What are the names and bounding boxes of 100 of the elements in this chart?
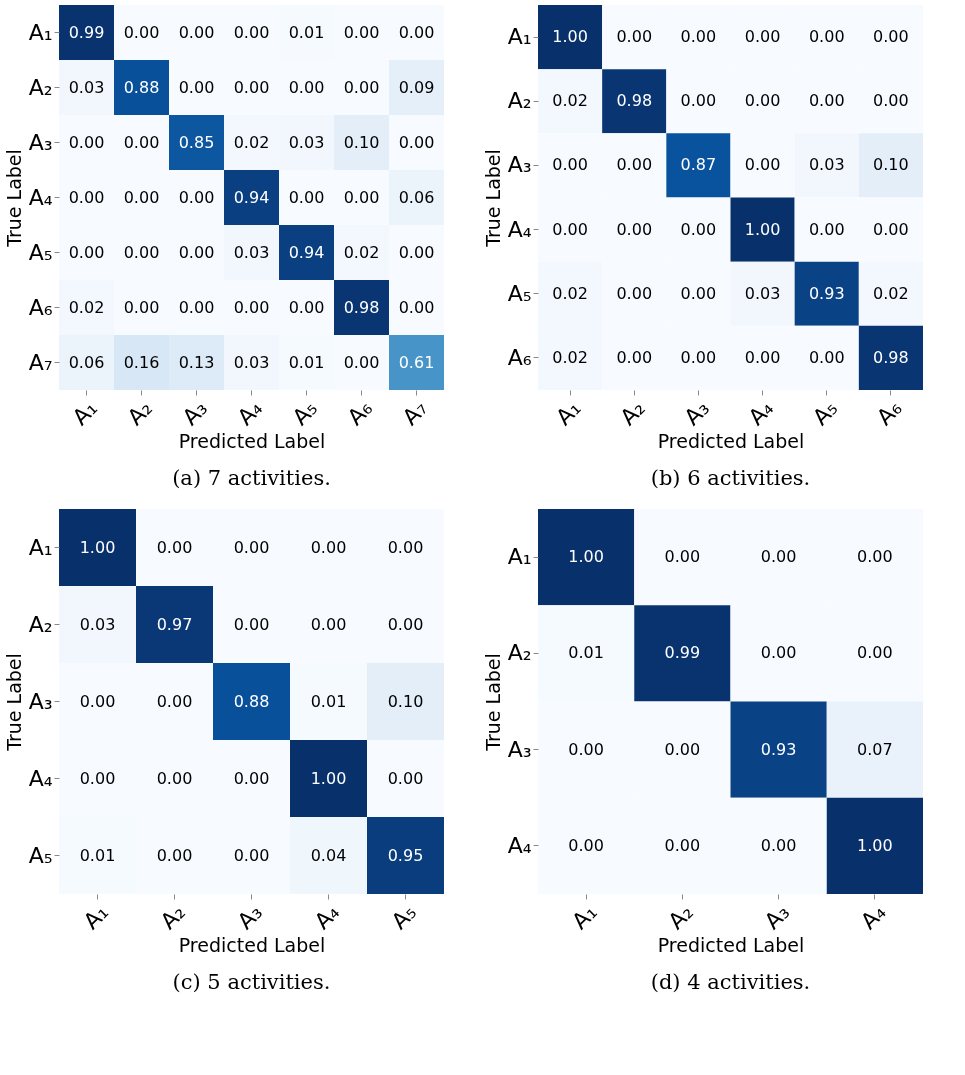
y-tick-label: A₄ xyxy=(507,832,532,858)
data-label: 0.00 xyxy=(552,155,588,175)
y-tick-label: A₄ xyxy=(507,216,532,242)
y-tick-label: A₃ xyxy=(28,688,53,714)
data-label: 0.09 xyxy=(398,77,435,97)
data-label: 0.00 xyxy=(233,297,270,317)
data-label: 0.00 xyxy=(156,691,193,711)
x-tick-label: A₇ xyxy=(397,395,433,430)
data-label: 0.00 xyxy=(288,187,325,207)
data-label: 0.00 xyxy=(387,768,424,788)
x-tick-label: A₁ xyxy=(78,899,114,934)
data-label: 0.00 xyxy=(760,835,797,855)
text: (b) 6 activities. xyxy=(650,465,811,490)
data-label: 0.99 xyxy=(664,643,701,663)
data-label: 0.00 xyxy=(398,242,435,262)
data-label: 0.00 xyxy=(744,347,781,367)
y-tick-label: A₆ xyxy=(507,344,532,370)
data-label: 0.00 xyxy=(680,219,717,239)
y-tick-label: A₁ xyxy=(507,544,532,570)
data-label: 0.00 xyxy=(616,219,653,239)
data-label: 0.00 xyxy=(398,22,435,42)
data-label: 0.00 xyxy=(616,283,653,303)
data-label: 0.93 xyxy=(760,739,797,759)
data-label: 1.00 xyxy=(744,219,781,239)
y-tick-label: A₅ xyxy=(28,239,53,265)
data-label: 0.03 xyxy=(68,77,105,97)
y-tick-label: A₂ xyxy=(507,640,532,666)
data-label: 0.61 xyxy=(398,352,435,372)
data-label: 0.01 xyxy=(288,22,325,42)
data-label: 0.02 xyxy=(552,91,588,111)
y-tick-label: A₇ xyxy=(28,349,53,375)
y-tick-label: A₅ xyxy=(507,280,532,306)
data-label: 0.00 xyxy=(808,27,845,47)
y-tick-label: A₂ xyxy=(28,611,53,637)
y-tick-label: A₃ xyxy=(507,152,532,178)
data-label: 0.06 xyxy=(68,352,105,372)
data-label: 0.00 xyxy=(123,187,160,207)
y-tick-label: A₂ xyxy=(28,74,53,100)
text: (d) 4 activities. xyxy=(650,969,811,994)
data-label: 1.00 xyxy=(857,835,893,855)
data-label: 0.01 xyxy=(79,845,116,865)
data-label: 0.00 xyxy=(616,347,653,367)
data-label: 0.00 xyxy=(680,347,717,367)
data-label: 0.01 xyxy=(568,643,604,663)
data-label: 0.00 xyxy=(568,739,604,759)
data-label: 0.00 xyxy=(857,643,893,663)
data-label: 0.88 xyxy=(233,691,270,711)
x-tick-label: A₁ xyxy=(67,395,103,430)
data-label: 0.00 xyxy=(398,132,435,152)
data-label: 0.04 xyxy=(310,845,347,865)
data-label: 0.98 xyxy=(616,91,653,111)
x-axis-title: Predicted Label xyxy=(178,430,326,453)
data-label: 0.00 xyxy=(156,845,193,865)
data-label: 0.00 xyxy=(680,283,717,303)
data-label: 0.00 xyxy=(178,242,215,262)
data-label: 0.03 xyxy=(233,352,270,372)
x-tick-label: A₂ xyxy=(122,395,158,430)
data-label: 0.00 xyxy=(233,77,270,97)
data-label: 0.02 xyxy=(873,283,909,303)
data-label: 0.00 xyxy=(808,219,845,239)
data-label: 0.01 xyxy=(310,691,347,711)
data-label: 0.94 xyxy=(233,187,270,207)
x-tick-label: A₄ xyxy=(232,395,268,430)
data-label: 0.00 xyxy=(568,835,604,855)
data-label: 0.00 xyxy=(68,242,105,262)
data-label: 0.02 xyxy=(233,132,270,152)
data-label: 0.00 xyxy=(873,91,909,111)
y-axis-title: True Label xyxy=(481,149,504,248)
data-label: 0.00 xyxy=(343,77,380,97)
data-label: 0.03 xyxy=(808,155,845,175)
data-label: 0.00 xyxy=(123,242,160,262)
y-axis-title: True Label xyxy=(2,149,25,248)
data-label: 0.00 xyxy=(123,297,160,317)
x-axis-title: Predicted Label xyxy=(657,934,805,957)
data-label: 0.00 xyxy=(760,547,797,567)
data-label: 0.00 xyxy=(664,547,701,567)
y-axis-title: True Label xyxy=(2,653,25,752)
x-tick-label: A₂ xyxy=(615,395,650,430)
data-label: 0.00 xyxy=(664,739,701,759)
data-label: 0.03 xyxy=(288,132,325,152)
data-label: 0.00 xyxy=(343,22,380,42)
data-label: 0.00 xyxy=(680,27,717,47)
x-tick-label: A₁ xyxy=(551,395,586,430)
data-label: 0.00 xyxy=(288,297,325,317)
data-label: 0.06 xyxy=(398,187,435,207)
data-label: 0.02 xyxy=(343,242,380,262)
data-label: 0.00 xyxy=(156,768,193,788)
data-label: 0.00 xyxy=(288,77,325,97)
data-label: 0.00 xyxy=(233,614,270,634)
x-tick-label: A₆ xyxy=(871,395,907,430)
data-label: 0.00 xyxy=(123,22,160,42)
data-label: 0.95 xyxy=(387,845,424,865)
data-label: 0.00 xyxy=(808,347,845,367)
y-tick-label: A₁ xyxy=(28,19,53,45)
data-label: 0.00 xyxy=(664,835,701,855)
data-label: 0.00 xyxy=(68,132,105,152)
data-label: 0.16 xyxy=(123,352,160,372)
data-label: 1.00 xyxy=(310,768,347,788)
data-label: 0.01 xyxy=(288,352,325,372)
data-label: 1.00 xyxy=(568,547,604,567)
